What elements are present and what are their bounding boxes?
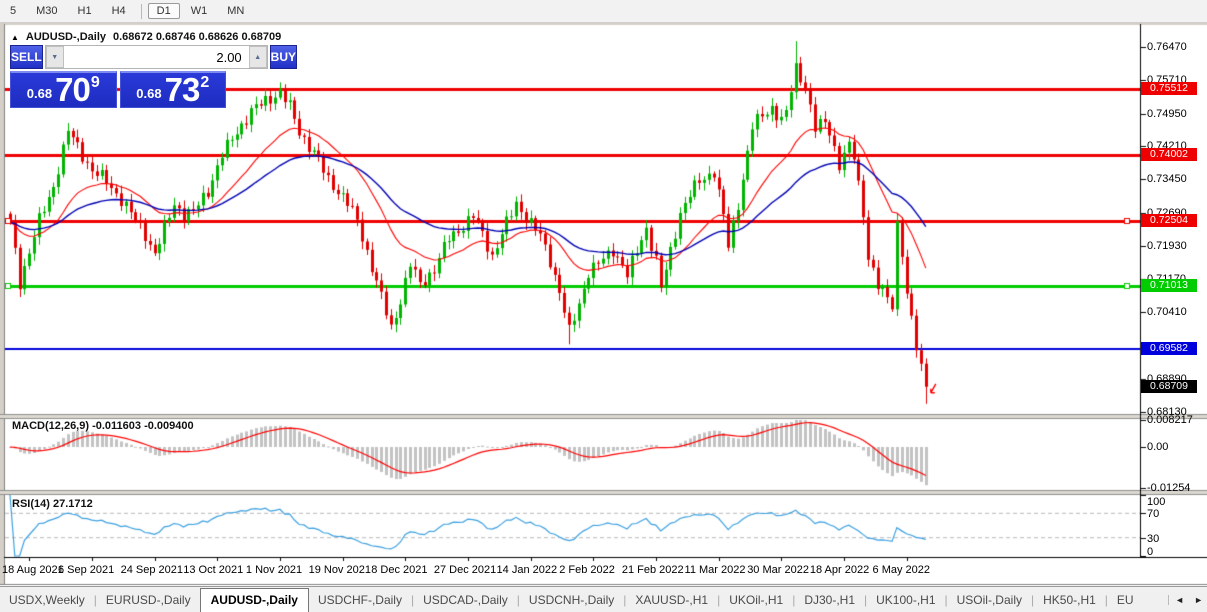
macd-axis-tick: 0.00 [1147, 441, 1169, 453]
macd-axis-tick: 0.008217 [1147, 414, 1193, 427]
one-click-trading-panel: SELL ▼ ▲ BUY 0.68 70 9 0.68 73 2 [10, 45, 298, 108]
rsi-axis-tick: 100 [1147, 496, 1166, 508]
date-axis-label: 24 Sep 2021 [120, 564, 183, 576]
buy-price-pip-digit: 2 [200, 74, 210, 91]
date-axis-label: 18 Aug 2021 [2, 564, 64, 576]
chart-tab-xauusd-h1[interactable]: XAUUSD-,H1 [635, 593, 709, 607]
date-axis-label: 27 Dec 2021 [433, 564, 497, 576]
tab-separator: | [944, 593, 948, 607]
symbol-period-label: AUDUSD-,Daily [25, 31, 106, 43]
chart-tab-usoil-daily[interactable]: USOil-,Daily [956, 593, 1022, 607]
symbol-tab-bar: USDX,Weekly | EURUSD-,Daily AUDUSD-,Daily US… [0, 586, 1207, 612]
date-axis-label: 6 Sep 2021 [57, 564, 115, 576]
macd-axis-tick: -0.01254 [1147, 482, 1191, 495]
chart-tab-dj30-h1[interactable]: DJ30-,H1 [804, 593, 856, 607]
rsi-axis-tick: 30 [1147, 532, 1160, 545]
volume-increase-button[interactable]: ▲ [248, 46, 267, 68]
timeframe-button-h1[interactable]: H1 [77, 5, 92, 17]
sell-price-prefix: 0.68 [26, 86, 53, 101]
price-axis-tick: 0.70410 [1147, 306, 1187, 319]
date-axis-label: 21 Feb 2022 [621, 564, 684, 576]
sell-price-pip-digit: 9 [90, 74, 100, 91]
date-axis-label: 30 Mar 2022 [747, 564, 809, 576]
price-level-badge: 0.74002 [1141, 148, 1197, 162]
tab-separator: | [93, 593, 97, 607]
price-axis-tick: 0.68130 [1147, 406, 1187, 419]
chart-tab-audusd-daily[interactable]: AUDUSD-,Daily [199, 588, 309, 612]
timeframe-button-mn[interactable]: MN [227, 5, 245, 17]
price-level-badge: 0.75512 [1141, 82, 1197, 96]
sell-price-big-digits: 70 [55, 71, 91, 108]
timeframe-toolbar: 5 M30 H1 H4 D1 W1 MN [0, 0, 1207, 23]
rsi-axis-tick: 70 [1147, 508, 1160, 521]
rsi-indicator-label: RSI(14) 27.1712 [12, 498, 93, 510]
buy-button[interactable]: BUY [269, 45, 298, 69]
price-level-badge: 0.69582 [1141, 341, 1197, 355]
current-price-badge: 0.68709 [1141, 379, 1197, 393]
chart-tab-usdcnh-daily[interactable]: USDCNH-,Daily [528, 593, 615, 607]
ohlc-values: 0.68672 0.68746 0.68626 0.68709 [113, 31, 282, 43]
timeframe-button-h4[interactable]: H4 [111, 5, 126, 17]
toolbar-separator [140, 3, 142, 19]
rsi-axis-tick: 0 [1147, 546, 1154, 558]
chart-tab-usdcad-daily[interactable]: USDCAD-,Daily [423, 593, 508, 607]
chart-title: ▲ AUDUSD-,Daily 0.68672 0.68746 0.68626 … [11, 31, 281, 44]
chart-tab-usdchf-daily[interactable]: USDCHF-,Daily [317, 593, 402, 607]
tab-scroll-right-icon[interactable]: ► [1194, 595, 1203, 605]
price-axis-tick: 0.74950 [1147, 107, 1187, 120]
tab-scroll-left-icon[interactable]: ◄ [1175, 595, 1185, 605]
buy-price-display[interactable]: 0.68 73 2 [119, 71, 226, 108]
date-axis-label: 6 May 2022 [872, 564, 930, 576]
volume-input[interactable] [63, 46, 249, 68]
chart-tab-usdx-weekly[interactable]: USDX,Weekly [9, 593, 85, 607]
timeframe-button-m30[interactable]: M30 [36, 5, 58, 17]
price-level-badge: 0.71013 [1141, 278, 1197, 292]
sell-price-display[interactable]: 0.68 70 9 [10, 71, 117, 108]
chart-tab-ukoil-h1[interactable]: UKOil-,H1 [729, 593, 784, 607]
date-axis-label: 19 Nov 2021 [308, 564, 371, 576]
price-level-badge: 0.72504 [1141, 213, 1197, 227]
tab-separator: | [717, 593, 721, 607]
tab-separator: | [1104, 593, 1108, 607]
timeframe-button-5[interactable]: 5 [10, 5, 17, 17]
collapse-panel-icon[interactable]: ▲ [11, 33, 19, 42]
date-axis-label: 13 Oct 2021 [183, 564, 244, 576]
timeframe-button-d1[interactable]: D1 [147, 3, 180, 19]
volume-stepper: ▼ ▲ [44, 45, 268, 69]
tab-separator: | [516, 593, 520, 607]
macd-indicator-label: MACD(12,26,9) -0.011603 -0.009400 [12, 420, 194, 432]
tab-separator: | [410, 593, 415, 607]
chart-tab-eu[interactable]: EU [1116, 593, 1134, 607]
price-axis-tick: 0.73450 [1147, 173, 1187, 186]
tab-separator: | [864, 593, 868, 607]
date-axis-label: 18 Apr 2022 [809, 564, 870, 576]
tabs-holder: USDX,Weekly | EURUSD-,Daily AUDUSD-,Daily US… [0, 588, 1143, 612]
chart-tab-hk50-h1[interactable]: HK50-,H1 [1043, 593, 1096, 607]
tab-separator: | [623, 593, 627, 607]
date-axis-label: 11 Mar 2022 [684, 564, 746, 576]
buy-price-prefix: 0.68 [136, 86, 162, 101]
volume-decrease-button[interactable]: ▼ [45, 46, 64, 68]
chart-tab-eurusd-daily[interactable]: EURUSD-,Daily [105, 593, 191, 607]
price-axis-tick: 0.71930 [1147, 239, 1187, 252]
date-axis-label: 14 Jan 2022 [496, 564, 558, 576]
chart-tab-uk100-h1[interactable]: UK100-,H1 [876, 593, 936, 607]
buy-price-big-digits: 73 [164, 71, 201, 108]
tab-scroll-controls: ◄ ► [1168, 595, 1207, 605]
tab-separator: | [1030, 593, 1035, 607]
date-axis-label: 8 Dec 2021 [371, 564, 428, 576]
timeframe-button-w1[interactable]: W1 [190, 5, 208, 17]
tab-separator: | [792, 593, 796, 607]
date-axis-label: 1 Nov 2021 [245, 564, 303, 576]
date-axis-label: 2 Feb 2022 [559, 564, 615, 576]
price-axis-tick: 0.76470 [1147, 41, 1187, 54]
sell-button[interactable]: SELL [10, 45, 43, 69]
